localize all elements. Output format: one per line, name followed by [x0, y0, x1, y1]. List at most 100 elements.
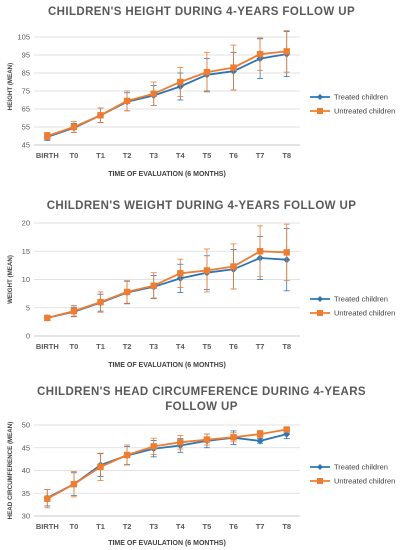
legend-marker	[317, 94, 323, 100]
y-tick-label: 105	[17, 33, 30, 42]
series-line	[46, 428, 287, 500]
x-tick-label: T4	[176, 342, 186, 351]
y-axis-title: HEIGHT (MEAN)	[7, 63, 14, 110]
data-point-marker	[230, 64, 237, 71]
head-circumference-chart-panel: CHILDREN'S HEAD CIRCUMFERENCE DURING 4-Y…	[0, 380, 403, 550]
head-chart-title-line-1: CHILDREN'S HEAD CIRCUMFERENCE DURING 4-Y…	[37, 386, 366, 398]
data-point-marker	[70, 480, 78, 488]
data-point-marker	[97, 112, 104, 119]
x-tick-label: T7	[256, 522, 265, 531]
data-point-marker	[283, 249, 290, 256]
y-tick-label: 75	[22, 87, 30, 96]
x-tick-label: T2	[123, 342, 132, 351]
data-point-marker	[44, 132, 51, 140]
x-tick-label: T1	[96, 522, 105, 531]
y-tick-label: 10	[22, 275, 30, 284]
data-point-marker	[70, 123, 78, 131]
height-chart-title: CHILDREN'S HEIGHT DURING 4-YEARS FOLLOW …	[47, 6, 356, 18]
y-tick-label: 50	[22, 421, 30, 430]
data-point-marker	[177, 78, 184, 86]
data-point-marker	[44, 495, 51, 502]
height-chart-panel: CHILDREN'S HEIGHT DURING 4-YEARS FOLLOW …	[0, 0, 403, 180]
x-tick-label: T4	[176, 151, 186, 160]
x-axis-title: TIME OF EVAULATION (6 MONTHS)	[108, 540, 226, 547]
data-point-marker	[283, 48, 290, 55]
legend-label: Treated children	[334, 463, 388, 472]
x-tick-label: T8	[282, 151, 291, 160]
weight-chart: 0 5 10 15 20 BIRTH T0 T1 T2 T3 T4 T5 T6 T7 T8 TIME OF E…	[7, 219, 395, 370]
y-tick-label: 65	[22, 105, 30, 114]
y-tick-label: 15	[22, 247, 30, 256]
data-point-marker	[256, 248, 264, 255]
data-point-marker	[150, 443, 157, 450]
x-tick-label: T6	[229, 342, 238, 351]
data-point-marker	[203, 267, 211, 274]
data-point-marker	[70, 307, 78, 315]
x-tick-label: BIRTH	[36, 522, 59, 531]
data-point-marker	[230, 263, 237, 270]
legend-marker	[317, 464, 323, 470]
x-tick-label: BIRTH	[36, 151, 59, 160]
weight-chart-title: CHILDREN'S WEIGHT DURING 4-YEARS FOLLOW …	[46, 200, 357, 212]
x-tick-label: T7	[256, 151, 265, 160]
data-point-marker	[44, 314, 51, 322]
legend-label: Untreated children	[334, 477, 395, 486]
y-tick-label: 5	[26, 303, 30, 312]
x-tick-label: T4	[176, 522, 186, 531]
x-tick-label: T0	[70, 342, 79, 351]
x-tick-label: T6	[229, 522, 238, 531]
head-circumference-chart: 30 35 40 45 50 BIRTH T0 T1 T2 T3 T4 T5 T6 T7 T8 TIME OF…	[7, 421, 395, 548]
height-chart: 45 55 65 75 85 95 105 BIRTH T0 T1 T2 T3 T4 T5 T6 T7 T8 TI…	[7, 30, 395, 178]
data-point-marker	[177, 439, 184, 446]
x-tick-label: T5	[203, 151, 212, 160]
data-point-marker	[256, 437, 264, 445]
x-tick-label: T6	[229, 151, 238, 160]
x-tick-label: T5	[203, 342, 212, 351]
y-tick-label: 45	[22, 443, 30, 452]
y-axis-title: WEIGHT (MEAN)	[7, 255, 14, 304]
weight-chart-panel: CHILDREN'S WEIGHT DURING 4-YEARS FOLLOW …	[0, 190, 403, 370]
data-point-marker	[123, 288, 131, 296]
series-line	[47, 53, 287, 138]
legend-marker	[317, 310, 323, 316]
data-point-marker	[230, 434, 237, 441]
x-axis-title: TIME OF EVALUATION (6 MONTHS)	[108, 362, 226, 369]
data-point-marker	[97, 463, 104, 471]
y-tick-label: 35	[22, 489, 30, 498]
legend-label: Untreated children	[334, 107, 395, 116]
y-tick-label: 40	[22, 466, 30, 475]
x-tick-label: T0	[70, 151, 79, 160]
x-tick-label: T7	[256, 342, 265, 351]
x-tick-label: T3	[149, 151, 158, 160]
x-tick-label: T1	[96, 151, 105, 160]
x-tick-label: T1	[96, 342, 105, 351]
x-tick-label: T2	[123, 151, 132, 160]
x-tick-label: T8	[282, 342, 291, 351]
x-tick-label: T8	[282, 522, 291, 531]
data-point-marker	[150, 90, 157, 97]
y-axis-title: HEAD CIRCUMFERENCE (MEAN)	[7, 422, 14, 520]
y-tick-label: 20	[22, 219, 30, 228]
x-tick-label: BIRTH	[36, 342, 59, 351]
data-point-marker	[123, 97, 131, 105]
x-tick-label: T3	[149, 522, 158, 531]
y-tick-label: 0	[26, 332, 30, 341]
legend-label: Untreated children	[334, 309, 395, 318]
x-tick-label: T0	[70, 522, 79, 531]
y-tick-label: 55	[22, 123, 30, 132]
series-line	[47, 50, 287, 137]
data-point-marker	[123, 451, 131, 459]
data-point-marker	[150, 282, 157, 289]
head-chart-title-line-2: FOLLOW UP	[165, 401, 238, 413]
legend-label: Treated children	[334, 295, 388, 304]
y-tick-label: 30	[22, 512, 30, 521]
x-axis-title: TIME OF EVALUATION (6 MONTHS)	[108, 171, 226, 178]
y-tick-label: 45	[22, 141, 30, 150]
data-point-marker	[256, 430, 264, 438]
legend-marker	[317, 296, 323, 302]
data-point-marker	[256, 50, 264, 58]
data-point-marker	[203, 68, 211, 76]
data-point-marker	[177, 270, 184, 277]
x-tick-label: T2	[123, 522, 132, 531]
y-tick-label: 95	[22, 51, 30, 60]
